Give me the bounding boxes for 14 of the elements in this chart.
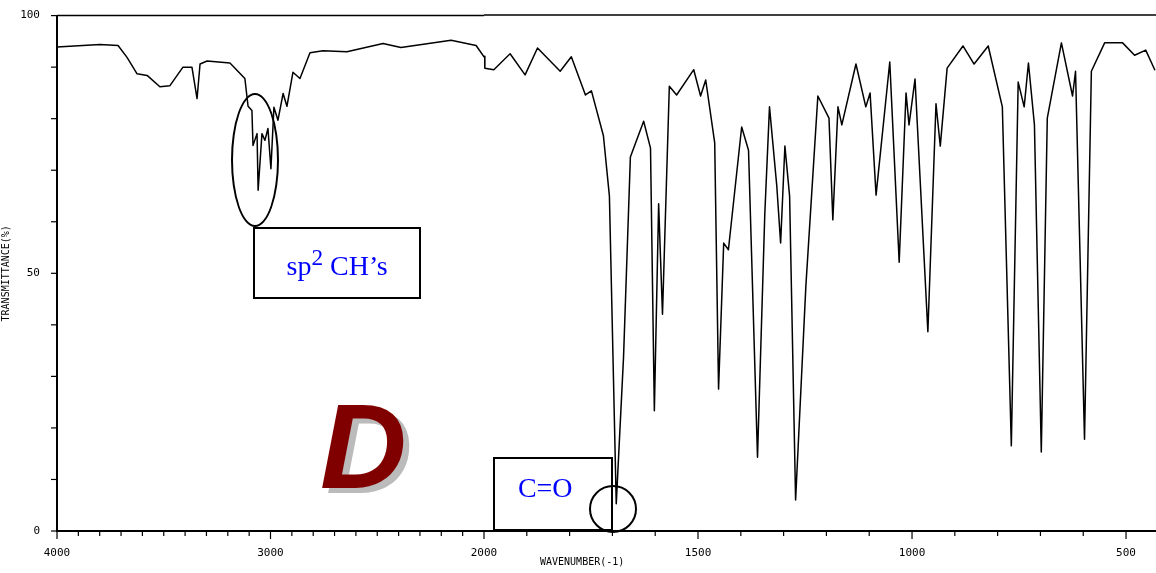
y-tick-label: 100: [20, 8, 40, 22]
annotation: sp$^{2}$ CH’s: [286, 244, 388, 283]
x-tick-label: 500: [1116, 546, 1136, 560]
x-tick-label: 3000: [257, 546, 284, 560]
x-tick-label: 2000: [470, 546, 498, 560]
x-tick-label: 1000: [898, 546, 926, 560]
x-tick-label: 4000: [43, 546, 71, 560]
y-tick-label: 50: [26, 266, 40, 280]
y-axis-title: TRANSMITTANCE(%): [0, 225, 11, 322]
x-tick-label: 1500: [684, 546, 712, 560]
annotation: C=O: [517, 472, 573, 504]
y-tick-label: 0: [33, 523, 40, 537]
x-axis-title: WAVENUMBER(-1): [540, 556, 625, 567]
annotation: D: [320, 378, 407, 513]
